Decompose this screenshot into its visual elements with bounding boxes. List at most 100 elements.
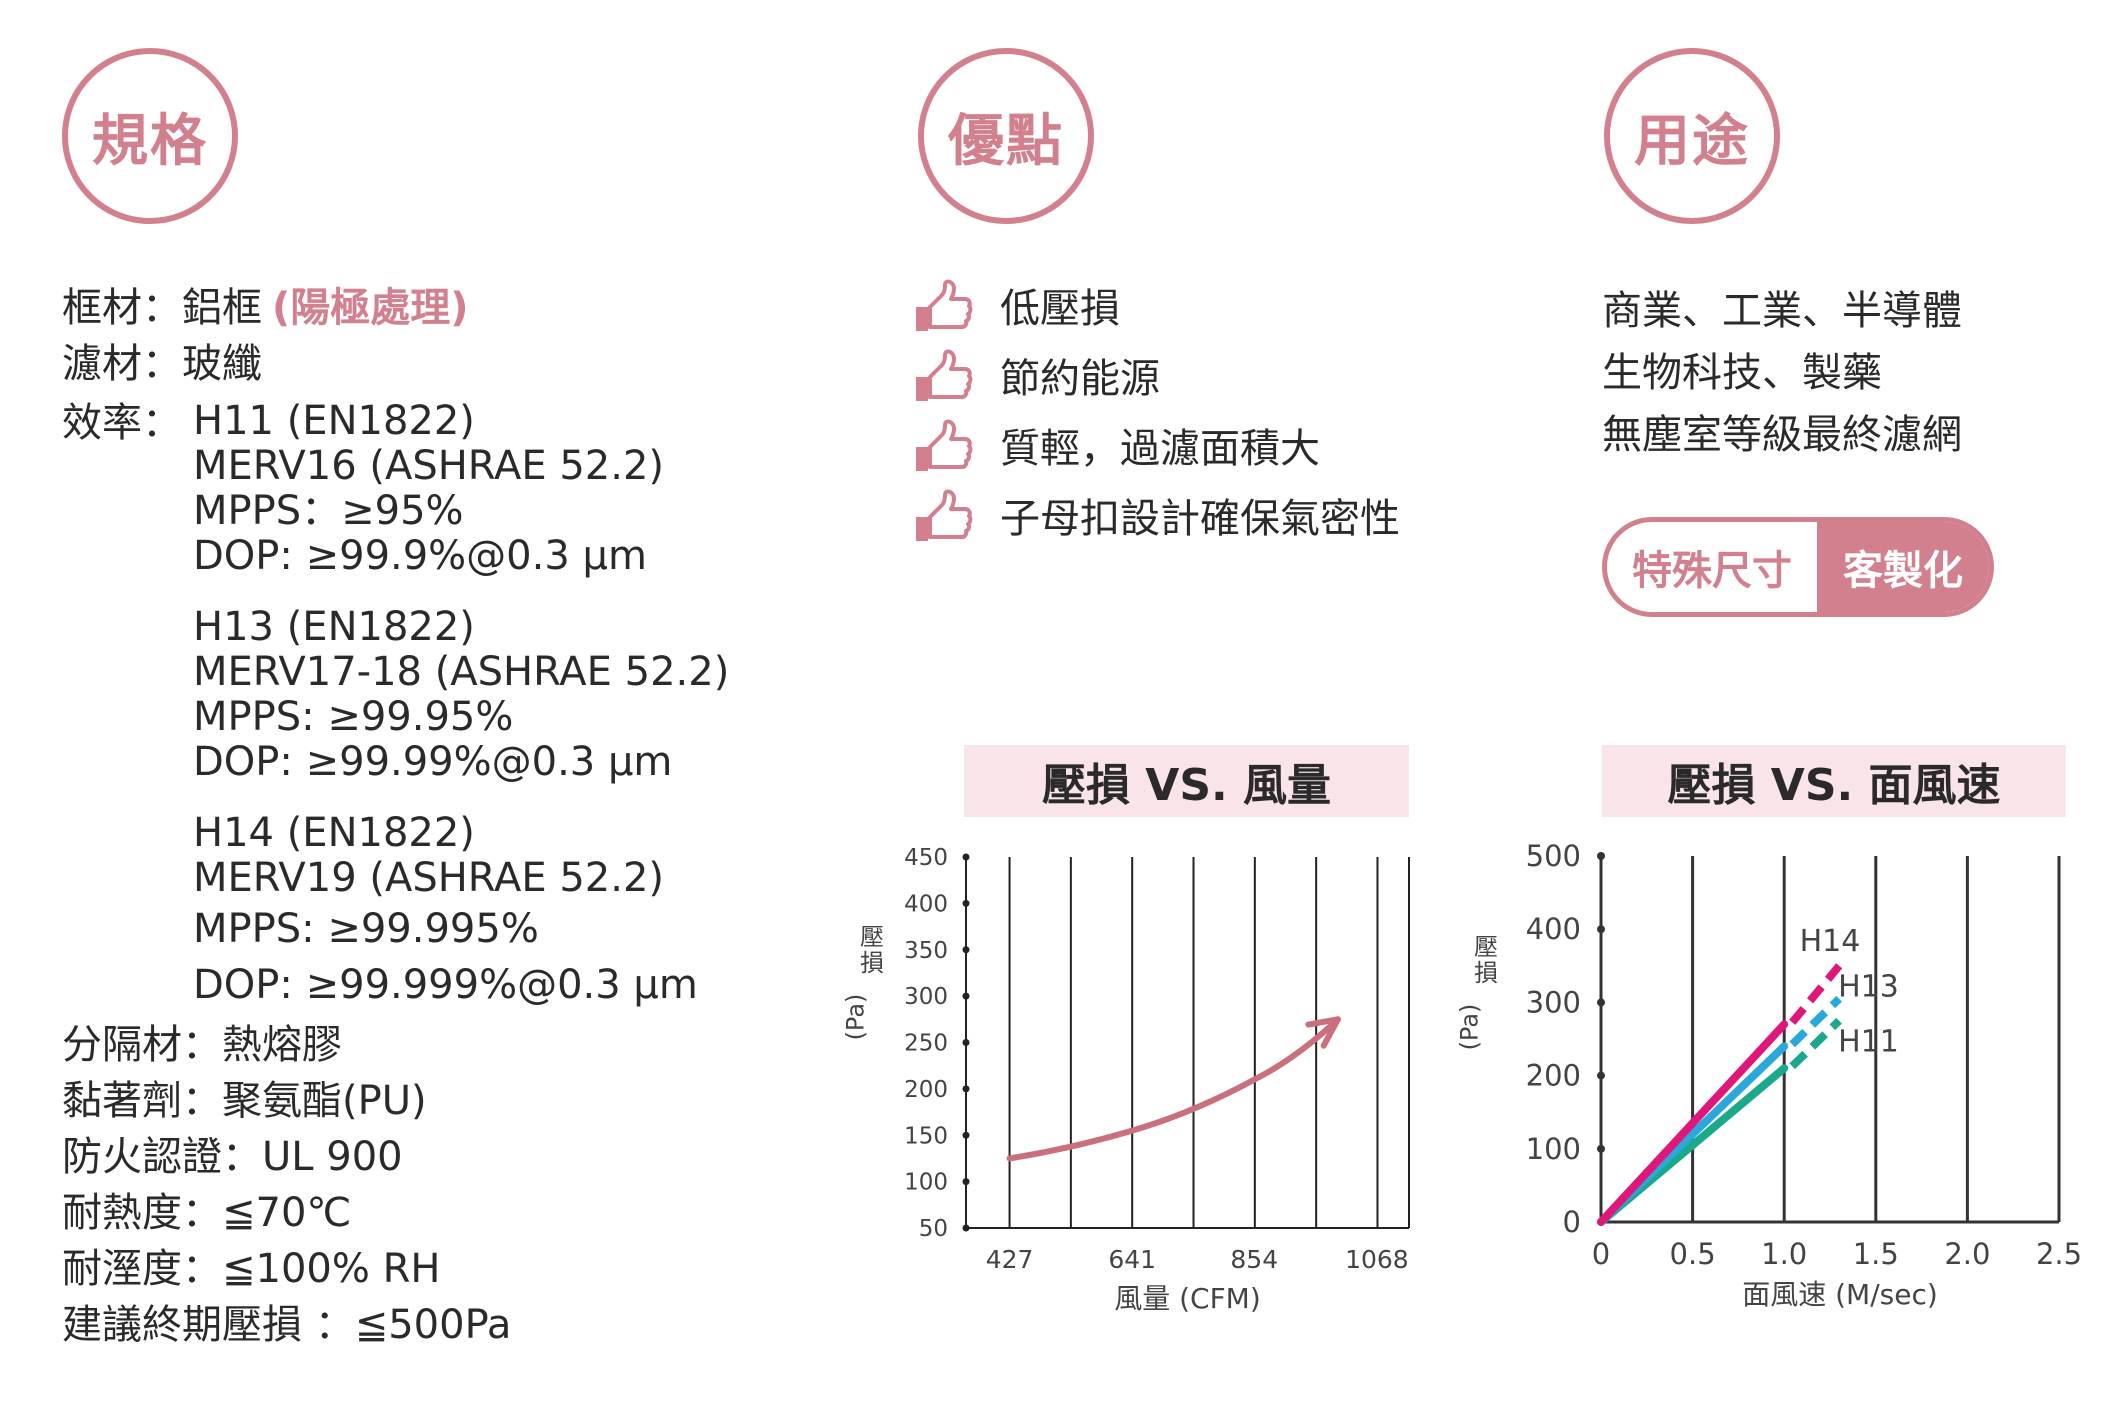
- advantage-item: 節約能源: [912, 340, 1400, 410]
- chart2-y-tick-label: 500: [1526, 839, 1581, 873]
- use-item: 生物科技、製藥: [1602, 350, 1882, 396]
- thumbs-up-icon: [916, 419, 973, 471]
- chart2-series-dash-h13: [1789, 995, 1842, 1048]
- chart2-y-tick: [1597, 1144, 1605, 1153]
- chart1-y-tick-label: 50: [919, 1216, 948, 1242]
- chart2-x-tick-label: 1.0: [1761, 1237, 1807, 1271]
- spec-line: MERV17-18 (ASHRAE 52.2): [193, 649, 730, 695]
- chart2-y-tick: [1597, 925, 1605, 934]
- chart1-y-tick: [962, 992, 970, 1000]
- spec-line: MPPS：≥95%: [193, 488, 464, 534]
- efficiency-group-h13: H13 (EN1822) MERV17-18 (ASHRAE 52.2) MPP…: [193, 605, 729, 785]
- advantage-item: 質輕，過濾面積大: [912, 410, 1400, 480]
- chart1-y-tick-label: 200: [904, 1077, 948, 1103]
- thumbs-up-icon: [916, 489, 973, 541]
- spec-adhesive: 黏著劑：聚氨酯(PU): [62, 1078, 427, 1124]
- chart2-title: 壓損 VS. 面風速: [1602, 745, 2066, 817]
- spec-line: DOP: ≥99.99%@0.3 µm: [193, 739, 673, 785]
- chart2-series-dash-h14: [1789, 963, 1843, 1025]
- advantage-text: 子母扣設計確保氣密性: [1000, 496, 1400, 542]
- spec-frame-note: (陽極處理): [272, 285, 469, 331]
- chart2-x-tick-label: 1.5: [1853, 1237, 1899, 1271]
- advantage-item: 子母扣設計確保氣密性: [912, 480, 1400, 550]
- spec-line: H14 (EN1822): [193, 810, 475, 856]
- chart2-x-tick-label: 2.5: [2036, 1237, 2082, 1271]
- chart2-y-label-unit: (Pa): [1456, 1004, 1484, 1051]
- chart2-y-tick: [1597, 1071, 1605, 1080]
- chart2-series-label-h14: H14: [1800, 924, 1861, 959]
- uses-list: 商業、工業、半導體 生物科技、製藥 無塵室等級最終濾網: [1602, 280, 1962, 466]
- chart2-y-tick-label: 200: [1526, 1059, 1581, 1093]
- chart2-series-line-h14: [1597, 1020, 1789, 1226]
- thumbs-up-icon: [916, 279, 973, 331]
- chart1-y-tick: [962, 946, 970, 954]
- chart1-y-tick-label: 300: [904, 984, 948, 1010]
- thumbs-up-icon: [916, 349, 973, 401]
- spec-line: MERV19 (ASHRAE 52.2): [193, 855, 664, 901]
- spec-line: MERV16 (ASHRAE 52.2): [193, 443, 664, 489]
- advantages-heading: 優點: [918, 48, 1094, 224]
- advantages-list: 低壓損 節約能源 質輕，過濾面積大 子母扣設計確保氣密性: [912, 270, 1400, 550]
- spec-final-pressure: 建議終期壓損 ：≦500Pa: [62, 1302, 512, 1348]
- chart1-y-tick-label: 350: [904, 938, 948, 964]
- chart1-arrowhead: [1305, 1016, 1341, 1049]
- chart1-curve: [1006, 1016, 1341, 1162]
- spec-media: 濾材：玻纖: [62, 341, 262, 387]
- spec-heat: 耐熱度：≦70℃: [62, 1190, 352, 1236]
- chart2-y-label-char: 損: [1474, 959, 1498, 987]
- chart2-y-tick-label: 100: [1526, 1132, 1581, 1166]
- chart2-series-dash-h11: [1789, 1017, 1842, 1070]
- spec-list: 框材：鋁框 (陽極處理) 濾材：玻纖 效率： H11 (EN1822) MERV…: [62, 280, 729, 1353]
- chart1-x-tick-label: 641: [1108, 1245, 1156, 1274]
- advantage-text: 低壓損: [1000, 286, 1120, 332]
- advantage-item: 低壓損: [912, 270, 1400, 340]
- chart1-y-label-char: 損: [860, 949, 884, 977]
- chart1-y-tick-label: 450: [904, 845, 948, 871]
- spec-line: DOP: ≥99.999%@0.3 µm: [193, 962, 698, 1008]
- spec-frame-label: 框材：鋁框: [62, 285, 262, 331]
- chart1-x-tick-label: 1068: [1345, 1245, 1409, 1274]
- chart1-y-tick-label: 400: [904, 891, 948, 917]
- chart1-y-tick-label: 100: [904, 1170, 948, 1196]
- chart2-x-tick-label: 2.0: [1944, 1237, 1990, 1271]
- custom-badge-left: 特殊尺寸: [1632, 548, 1792, 594]
- spec-line: MPPS: ≥99.995%: [193, 906, 539, 952]
- use-item: 無塵室等級最終濾網: [1602, 412, 1962, 458]
- chart2-y-label-char: 壓: [1474, 933, 1498, 961]
- chart2-x-label: 面風速 (M/sec): [1742, 1278, 1938, 1311]
- spec-humidity: 耐溼度：≦100% RH: [62, 1246, 441, 1292]
- chart1-y-tick: [962, 1224, 970, 1232]
- chart1-y-tick-label: 250: [904, 1031, 948, 1057]
- spec-line: MPPS: ≥99.95%: [193, 694, 514, 740]
- chart2-y-tick-label: 300: [1526, 985, 1581, 1019]
- chart2-series-label-h11: H11: [1838, 1024, 1899, 1059]
- spec-line: DOP: ≥99.9%@0.3 µm: [193, 533, 647, 579]
- chart1-title: 壓損 VS. 風量: [964, 745, 1409, 817]
- spec-frame: 框材：鋁框 (陽極處理): [62, 280, 729, 336]
- chart1-y-tick: [962, 1039, 970, 1046]
- chart1-x-label: 風量 (CFM): [1114, 1282, 1261, 1315]
- chart1-y-label-unit: (Pa): [842, 994, 870, 1041]
- chart1-y-tick: [962, 1178, 970, 1186]
- chart1-x-tick-label: 427: [986, 1245, 1034, 1274]
- use-item: 商業、工業、半導體: [1602, 288, 1962, 334]
- chart1-y-label-char: 壓: [860, 923, 884, 951]
- chart2-y-tick-label: 400: [1526, 912, 1581, 946]
- chart1-y-tick: [962, 1085, 970, 1093]
- chart1-y-tick: [962, 899, 970, 907]
- chart1-y-tick: [962, 1131, 970, 1139]
- spec-line: H11 (EN1822): [193, 398, 475, 444]
- chart2-series-label-h13: H13: [1838, 970, 1899, 1005]
- chart1-x-tick-label: 854: [1230, 1245, 1278, 1274]
- advantage-text: 質輕，過濾面積大: [1000, 426, 1320, 472]
- chart1-y-tick: [962, 853, 970, 861]
- spec-separator: 分隔材：熱熔膠: [62, 1022, 342, 1068]
- advantage-text: 節約能源: [1000, 356, 1160, 402]
- custom-badge-right: 客製化: [1817, 522, 1989, 612]
- chart1-y-tick-label: 150: [904, 1123, 948, 1149]
- spec-line: H13 (EN1822): [193, 604, 475, 650]
- efficiency-group-h14: H14 (EN1822) MERV19 (ASHRAE 52.2) MPPS: …: [193, 811, 729, 1013]
- spec-fire: 防火認證：UL 900: [62, 1134, 403, 1180]
- chart2-y-tick-label: 0: [1563, 1205, 1581, 1239]
